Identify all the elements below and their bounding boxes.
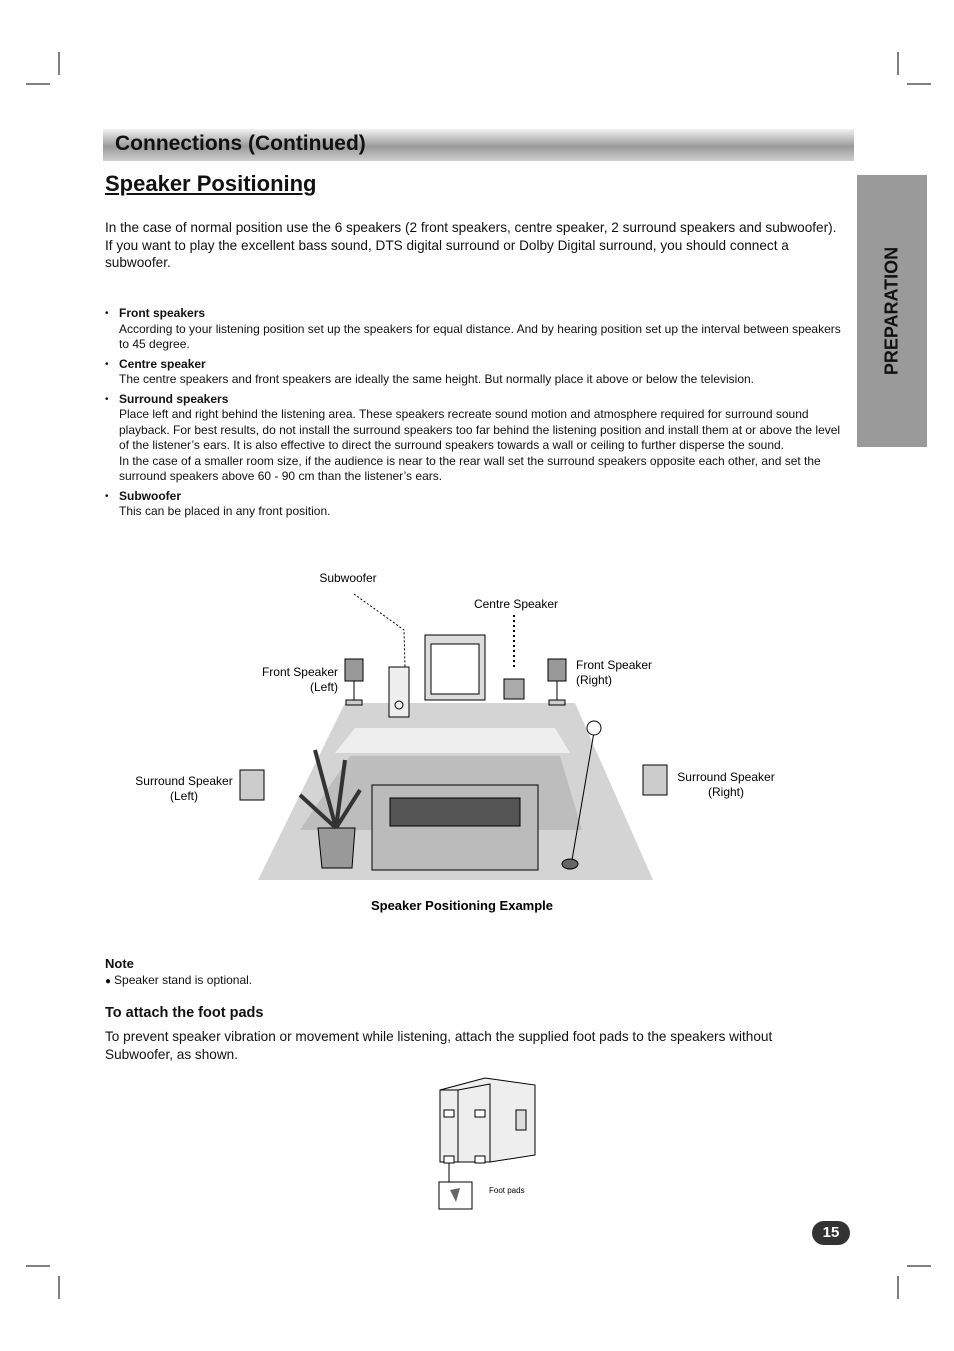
paragraph: To prevent speaker vibration or movement… (105, 1029, 773, 1062)
figure-label: Foot pads (489, 1186, 525, 1195)
speaker-diagram: Subwoofer Centre Speaker Front Speaker (… (135, 571, 774, 913)
bullet-text: This can be placed in any front position… (119, 504, 331, 518)
diagram-labels: Subwoofer Centre Speaker Front Speaker (… (135, 571, 774, 913)
bullet-title: Subwoofer (119, 488, 181, 503)
bullet-text: Place left and right behind the listenin… (119, 407, 841, 452)
diagram-label: (Right) (708, 785, 744, 799)
diagram-label: (Left) (310, 680, 338, 694)
header-bar: Connections (Continued) (103, 129, 854, 161)
diagram-label: Subwoofer (319, 571, 376, 585)
bullet-text: According to your listening position set… (119, 321, 841, 352)
bullet-title: Centre speaker (119, 356, 206, 371)
bullet-title: Surround speakers (119, 391, 229, 406)
diagram-label: (Left) (170, 789, 198, 803)
diagram-caption: Speaker Positioning Example (371, 898, 553, 913)
section-title: Speaker Positioning (105, 171, 317, 196)
foot-pad-figure: Foot pads (438, 1077, 536, 1210)
header-title: Connections (Continued) (115, 132, 366, 155)
bullet-text: In the case of a smaller room size, if t… (119, 453, 821, 484)
diagram-label: Front Speaker (576, 658, 652, 672)
side-tab: PREPARATION (857, 175, 927, 447)
diagram-label: Surround Speaker (135, 774, 232, 788)
note-title: Note (105, 956, 134, 971)
note-item: Speaker stand is optional. (105, 973, 252, 987)
side-tab-label: PREPARATION (881, 246, 902, 376)
paragraph: If you want to play the excellent bass s… (105, 237, 789, 271)
page-number: 15 (812, 1221, 850, 1245)
diagram-label: (Right) (576, 673, 612, 687)
diagram-label: Centre Speaker (474, 597, 558, 611)
intro: In the case of normal position use the 6… (105, 219, 845, 272)
diagram-label: Surround Speaker (677, 770, 774, 784)
paragraph: In the case of normal position use the 6… (105, 220, 837, 235)
subheading: To attach the foot pads (105, 1005, 264, 1021)
diagram-label: Front Speaker (262, 665, 338, 679)
bullet-text: The centre speakers and front speakers a… (119, 372, 755, 386)
bullet-title: Front speakers (119, 306, 206, 320)
